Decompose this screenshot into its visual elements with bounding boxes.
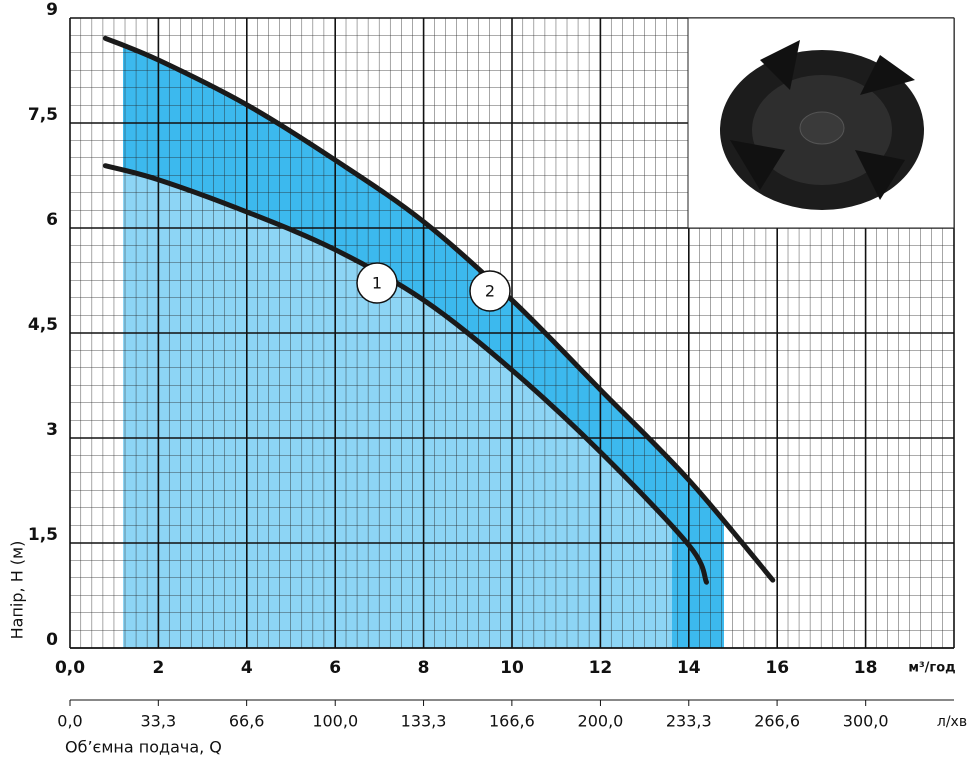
y-tick-label: 6	[46, 210, 58, 230]
curve	[102, 35, 776, 583]
x2-tick-label: 200,0	[578, 712, 624, 731]
y-tick-label: 3	[46, 420, 58, 440]
x-tick-label: 18	[854, 658, 878, 678]
y-axis-title: Напір, H (м)	[8, 541, 27, 640]
x2-tick-label: 100,0	[312, 712, 358, 731]
curve-label: 2	[485, 282, 495, 301]
impeller-image	[687, 17, 955, 229]
x-unit: м³/год	[908, 661, 955, 676]
curve-label-circle	[356, 262, 398, 304]
x2-tick-label: 300,0	[843, 712, 889, 731]
y-tick-label: 4,5	[28, 315, 58, 335]
curve	[102, 163, 709, 585]
y-tick-label: 1,5	[28, 525, 58, 545]
x-tick-label: 12	[589, 658, 613, 678]
x2-tick-label: 0,0	[57, 712, 82, 731]
curve-label: 1	[372, 274, 382, 293]
x-tick-label: 10	[500, 658, 524, 678]
x-tick-label: 0,0	[55, 658, 85, 678]
x2-tick-label: 166,6	[489, 712, 535, 731]
x2-tick-label: 266,6	[754, 712, 800, 731]
x-tick-label: 2	[152, 658, 164, 678]
x-tick-label: 16	[765, 658, 789, 678]
x2-unit: л/хв	[937, 714, 967, 730]
x-tick-label: 6	[329, 658, 341, 678]
y-tick-label: 0	[46, 630, 58, 650]
x-tick-label: 4	[241, 658, 253, 678]
x2-tick-label: 233,3	[666, 712, 712, 731]
y-tick-label: 7,5	[28, 105, 58, 125]
x-tick-label: 14	[677, 658, 701, 678]
x2-tick-label: 133,3	[401, 712, 447, 731]
curve-label-circle	[469, 270, 511, 312]
y-tick-label: 9	[46, 0, 58, 20]
x-tick-label: 8	[418, 658, 430, 678]
x-axis-title: Об’ємна подача, Q	[65, 738, 222, 757]
x2-tick-label: 66,6	[229, 712, 265, 731]
x2-tick-label: 33,3	[141, 712, 177, 731]
